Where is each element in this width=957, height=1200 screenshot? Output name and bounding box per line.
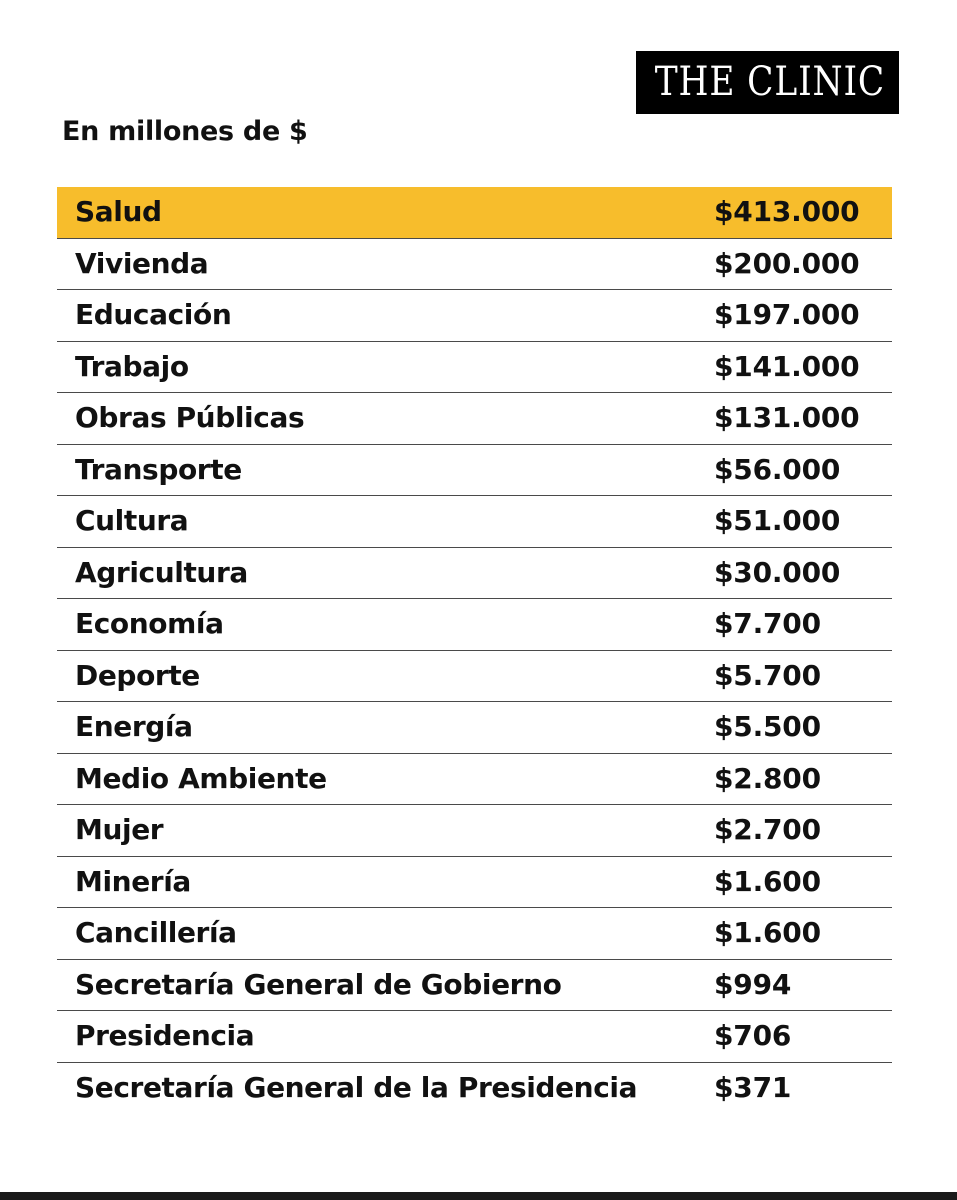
table-row: Energía $5.500 bbox=[57, 702, 892, 754]
row-value: $1.600 bbox=[714, 864, 821, 898]
row-category: Medio Ambiente bbox=[75, 761, 327, 795]
row-category: Cultura bbox=[75, 504, 189, 537]
table-row: Trabajo $141.000 bbox=[57, 342, 892, 393]
table-row: Cancillería $1.600 bbox=[57, 908, 892, 960]
row-value: $200.000 bbox=[714, 246, 860, 280]
row-value: $994 bbox=[714, 967, 792, 1001]
table-row: Medio Ambiente $2.800 bbox=[57, 754, 892, 805]
row-category: Secretaría General de Gobierno bbox=[75, 967, 562, 1001]
row-category: Economía bbox=[75, 607, 224, 640]
row-value: $141.000 bbox=[714, 349, 860, 383]
row-value: $413.000 bbox=[714, 195, 860, 228]
row-category: Deporte bbox=[75, 658, 200, 692]
row-category: Agricultura bbox=[75, 555, 248, 589]
table-row: Vivienda $200.000 bbox=[57, 239, 892, 290]
row-value: $706 bbox=[714, 1019, 792, 1052]
row-category: Trabajo bbox=[75, 349, 189, 383]
row-category: Salud bbox=[75, 195, 162, 228]
table-row: Secretaría General de la Presidencia $371 bbox=[57, 1063, 892, 1114]
row-value: $5.500 bbox=[714, 710, 821, 743]
row-value: $51.000 bbox=[714, 504, 841, 537]
row-category: Secretaría General de la Presidencia bbox=[75, 1070, 638, 1104]
row-value: $30.000 bbox=[714, 555, 841, 589]
table-row: Presidencia $706 bbox=[57, 1011, 892, 1063]
table-row: Mujer $2.700 bbox=[57, 805, 892, 857]
table-row: Educación $197.000 bbox=[57, 290, 892, 342]
the-clinic-logo: THE CLINIC bbox=[636, 51, 899, 114]
row-value: $197.000 bbox=[714, 298, 860, 331]
table-row: Agricultura $30.000 bbox=[57, 548, 892, 599]
table-row: Secretaría General de Gobierno $994 bbox=[57, 960, 892, 1011]
row-category: Obras Públicas bbox=[75, 401, 305, 434]
unit-label: En millones de $ bbox=[62, 116, 308, 147]
row-category: Vivienda bbox=[75, 246, 209, 280]
budget-table: Salud $413.000 Vivienda $200.000 Educación $1… bbox=[57, 187, 892, 1113]
row-category: Cancillería bbox=[75, 916, 237, 949]
table-row: Deporte $5.700 bbox=[57, 651, 892, 702]
table-row: Salud $413.000 bbox=[57, 187, 892, 239]
row-category: Educación bbox=[75, 298, 232, 331]
row-value: $2.800 bbox=[714, 761, 821, 795]
table-row: Minería $1.600 bbox=[57, 857, 892, 908]
row-value: $131.000 bbox=[714, 401, 860, 434]
table-row: Economía $7.700 bbox=[57, 599, 892, 651]
table-row: Cultura $51.000 bbox=[57, 496, 892, 548]
table-row: Obras Públicas $131.000 bbox=[57, 393, 892, 445]
row-category: Minería bbox=[75, 864, 191, 898]
row-category: Energía bbox=[75, 710, 193, 743]
row-category: Transporte bbox=[75, 452, 242, 486]
row-value: $1.600 bbox=[714, 916, 821, 949]
bottom-bar bbox=[0, 1192, 957, 1200]
row-category: Mujer bbox=[75, 813, 164, 846]
logo-text: THE CLINIC bbox=[654, 59, 886, 105]
row-value: $56.000 bbox=[714, 452, 841, 486]
row-category: Presidencia bbox=[75, 1019, 255, 1052]
table-row: Transporte $56.000 bbox=[57, 445, 892, 496]
row-value: $371 bbox=[714, 1070, 792, 1104]
row-value: $2.700 bbox=[714, 813, 821, 846]
row-value: $5.700 bbox=[714, 658, 821, 692]
row-value: $7.700 bbox=[714, 607, 821, 640]
